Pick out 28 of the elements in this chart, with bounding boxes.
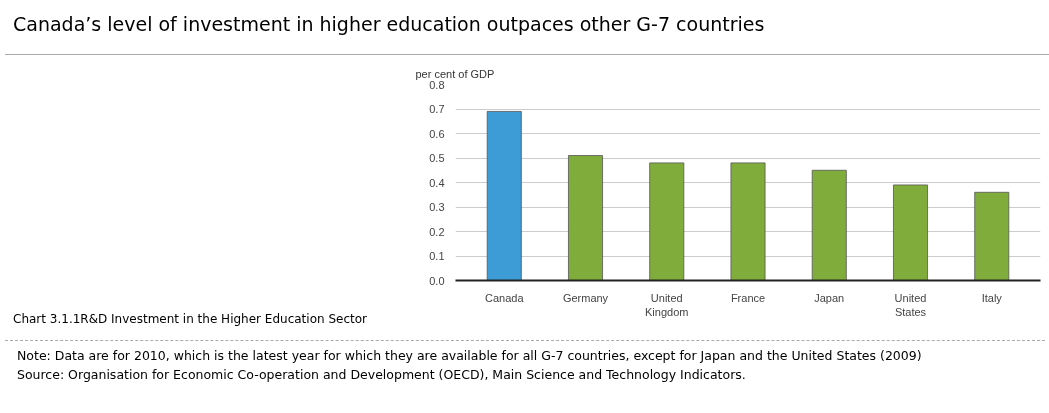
x-tick-label: Japan [814,291,845,304]
y-axis-title: per cent of GDP [415,67,495,80]
y-tick-label: 0.7 [429,103,445,115]
y-tick-label: 0.2 [429,225,445,238]
y-tick-label: 0.8 [429,78,445,91]
y-tick-label: 0.3 [429,201,445,213]
bar [649,162,685,281]
bar [486,111,522,281]
x-tick-label: Germany [562,291,609,304]
x-tick-label: United States [894,291,927,318]
y-tick-label: 0.4 [429,176,445,189]
bar [974,191,1010,281]
text: Chart 3.1.1R&D Investment in the Higher Education Sector [13,310,367,328]
x-tick-label: Italy [981,291,1003,304]
y-tick-label: 0.0 [429,274,445,287]
bar [568,155,603,281]
x-tick-label: United Kingdom [645,291,689,318]
bar [811,169,847,281]
text: Note: Data are for 2010, which is the latest year for which they are available for all G-7 countries, except for Japan and the United States (2009) [17,348,922,363]
x-tick-label: France [730,291,766,304]
x-tick-label: Canada [484,291,525,304]
y-tick-label: 0.6 [429,127,445,140]
y-tick-label: 0.1 [429,250,445,262]
chart-title: Canada’s level of investment in higher education outpaces other G-7 countries [13,12,765,37]
bar [893,184,928,281]
bar [730,162,766,281]
source-note: Source: Organisation for Economic Co-operation and Development (OECD), Main Science and Technology Indicators. [17,366,746,382]
y-tick-label: 0.5 [429,152,445,164]
